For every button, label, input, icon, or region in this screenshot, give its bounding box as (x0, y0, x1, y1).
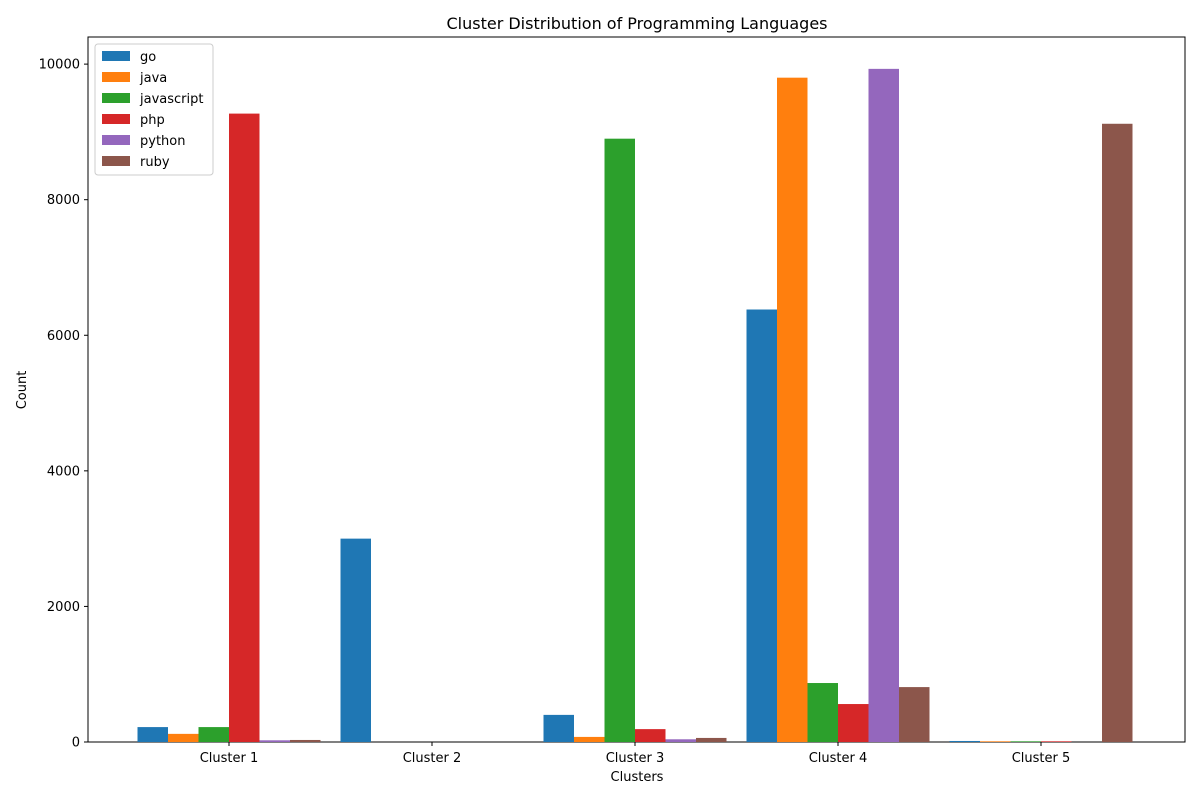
bar-ruby-cluster-5 (1102, 123, 1133, 743)
bar-php-cluster-4 (838, 704, 869, 742)
legend: go java javascript php python ruby (94, 43, 214, 176)
bar-go-cluster-2 (340, 538, 371, 742)
x-tick-label: Cluster 3 (606, 751, 665, 766)
bar-go-cluster-5 (949, 740, 980, 742)
bar-go-cluster-1 (137, 727, 168, 742)
y-tick-label: 8000 (47, 193, 80, 208)
x-axis-label: Clusters (611, 770, 664, 785)
bar-java-cluster-4 (777, 77, 808, 742)
bar-java-cluster-1 (168, 733, 199, 742)
bar-ruby-cluster-1 (290, 739, 321, 742)
bar-ruby-cluster-3 (696, 737, 727, 742)
bar-javascript-cluster-4 (807, 683, 838, 742)
y-axis-label: Count (15, 371, 30, 410)
legend-swatch-ruby (102, 156, 130, 166)
bar-java-cluster-5 (980, 741, 1011, 742)
bar-javascript-cluster-5 (1010, 741, 1041, 742)
x-tick-label: Cluster 1 (200, 751, 259, 766)
y-tick-label: 4000 (47, 464, 80, 479)
legend-swatch-java (102, 72, 130, 82)
y-axis: 0 2000 4000 6000 8000 10000 (39, 58, 88, 751)
x-axis: Cluster 1 Cluster 2 Cluster 3 Cluster 4 Clus… (200, 742, 1071, 766)
x-tick-label: Cluster 2 (403, 751, 462, 766)
legend-label-java: java (139, 71, 167, 86)
y-tick-label: 0 (72, 736, 80, 751)
legend-label-php: php (140, 113, 165, 128)
y-tick-label: 6000 (47, 329, 80, 344)
y-tick-label: 2000 (47, 600, 80, 615)
bar-php-cluster-1 (229, 113, 260, 743)
bar-python-cluster-3 (665, 739, 696, 742)
bar-go-cluster-4 (746, 309, 777, 742)
bar-php-cluster-5 (1041, 741, 1072, 742)
bar-go-cluster-3 (543, 714, 574, 742)
bars-group (137, 68, 1133, 743)
y-tick-label: 10000 (39, 58, 80, 73)
legend-label-go: go (140, 50, 156, 65)
bar-java-cluster-3 (574, 736, 605, 742)
chart-title: Cluster Distribution of Programming Lang… (446, 14, 827, 33)
bar-javascript-cluster-1 (198, 727, 229, 742)
legend-swatch-php (102, 114, 130, 124)
bar-php-cluster-3 (635, 729, 666, 742)
bar-python-cluster-4 (868, 68, 899, 742)
bar-python-cluster-1 (259, 740, 290, 742)
legend-swatch-javascript (102, 93, 130, 103)
bar-ruby-cluster-4 (899, 687, 930, 742)
x-tick-label: Cluster 5 (1012, 751, 1071, 766)
x-tick-label: Cluster 4 (809, 751, 868, 766)
legend-label-ruby: ruby (140, 155, 170, 170)
legend-swatch-python (102, 135, 130, 145)
bar-javascript-cluster-3 (604, 138, 635, 743)
legend-label-python: python (140, 134, 185, 149)
legend-label-javascript: javascript (139, 92, 203, 107)
legend-swatch-go (102, 51, 130, 61)
